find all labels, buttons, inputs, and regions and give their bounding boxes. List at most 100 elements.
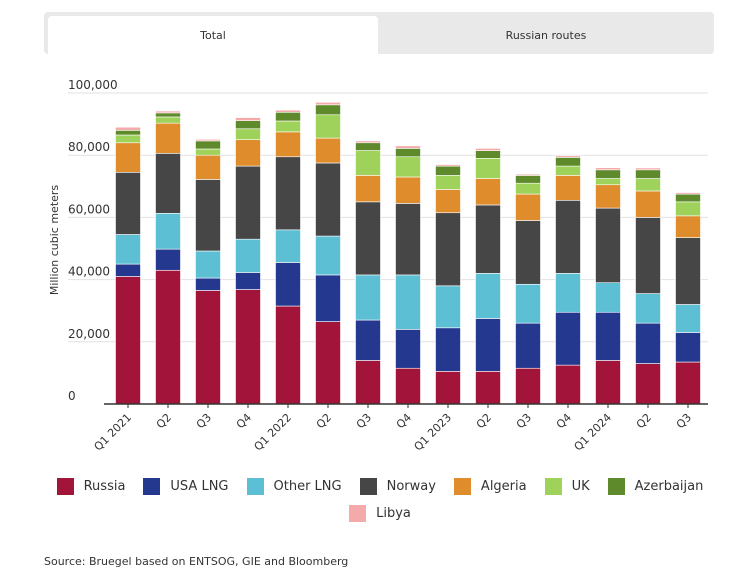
bar-segment-usa-lng: [355, 319, 381, 361]
bar-segment-norway: [595, 207, 621, 284]
bar-segment-libya: [355, 140, 381, 144]
bar-segment-russia: [195, 290, 221, 405]
bar-segment-russia: [355, 360, 381, 405]
bar-stack: [635, 167, 661, 405]
y-axis-label: Million cubic meters: [48, 185, 61, 296]
legend-item-norway[interactable]: Norway: [359, 478, 436, 495]
bar-segment-norway: [395, 203, 421, 276]
bar-segment-uk: [515, 182, 541, 195]
bars: [115, 102, 701, 405]
bar-segment-azerbaijan: [555, 157, 581, 167]
legend-item-azerbaijan[interactable]: Azerbaijan: [607, 478, 704, 495]
bar-segment-russia: [435, 371, 461, 405]
bar-segment-norway: [315, 162, 341, 237]
bar-segment-azerbaijan: [355, 142, 381, 151]
legend-swatch: [349, 505, 367, 522]
bar-segment-uk: [595, 178, 621, 186]
bar-segment-other-lng: [315, 235, 341, 276]
legend-label: UK: [571, 479, 590, 494]
legend-label: Russia: [83, 479, 126, 494]
legend-swatch: [607, 478, 625, 495]
legend-item-russia[interactable]: Russia: [56, 478, 126, 495]
legend-swatch: [56, 478, 74, 495]
bar-segment-russia: [315, 321, 341, 405]
bar-stack: [315, 102, 341, 405]
legend-swatch: [246, 478, 264, 495]
bar-segment-russia: [595, 360, 621, 405]
bar-segment-norway: [635, 217, 661, 294]
bar-segment-usa-lng: [675, 332, 701, 363]
bar-segment-usa-lng: [275, 262, 301, 307]
bar-segment-algeria: [635, 190, 661, 218]
bar-segment-azerbaijan: [435, 165, 461, 176]
legend-item-usa-lng[interactable]: USA LNG: [143, 478, 229, 495]
bar-segment-usa-lng: [515, 322, 541, 369]
bar-segment-other-lng: [235, 238, 261, 273]
y-axis-ticks: 0 20,000 40,000 60,000 80,000 100,000: [68, 78, 118, 403]
bar-segment-libya: [155, 110, 181, 114]
legend-swatch: [453, 478, 471, 495]
bar-segment-norway: [115, 172, 141, 235]
bar-segment-russia: [115, 276, 141, 405]
tab-bar: Total Russian routes: [44, 12, 714, 54]
tab-russian-routes[interactable]: Russian routes: [505, 28, 587, 42]
bar-segment-algeria: [475, 178, 501, 206]
bar-segment-libya: [315, 102, 341, 106]
bar-segment-uk: [475, 158, 501, 179]
bar-segment-usa-lng: [475, 318, 501, 372]
bar-segment-libya: [635, 167, 661, 171]
source-note: Source: Bruegel based on ENTSOG, GIE and…: [44, 555, 349, 568]
bar-segment-usa-lng: [195, 277, 221, 291]
x-tick-label: Q2: [154, 411, 174, 431]
bar-segment-norway: [515, 220, 541, 285]
legend-swatch: [359, 478, 377, 495]
bar-segment-azerbaijan: [155, 112, 181, 118]
y-tick-label: 80,000: [68, 140, 110, 154]
bar-segment-other-lng: [595, 282, 621, 313]
bar-segment-libya: [275, 109, 301, 113]
bar-segment-azerbaijan: [195, 140, 221, 150]
bar-segment-norway: [235, 165, 261, 240]
x-tick-label: Q1 2022: [252, 411, 295, 454]
legend-item-other-lng[interactable]: Other LNG: [246, 478, 342, 495]
bar-segment-uk: [115, 134, 141, 144]
bar-segment-uk: [675, 201, 701, 217]
bar-segment-algeria: [235, 139, 261, 167]
x-tick-label: Q3: [354, 411, 374, 431]
bar-stack: [355, 140, 381, 405]
bar-segment-uk: [395, 156, 421, 178]
bar-stack: [515, 173, 541, 405]
bar-segment-uk: [195, 148, 221, 156]
x-tick-label: Q3: [194, 411, 214, 431]
legend-item-algeria[interactable]: Algeria: [453, 478, 527, 495]
bar-segment-algeria: [355, 175, 381, 203]
stacked-bar-chart: Million cubic meters 0 20,000 40,000 60,000…: [48, 78, 708, 454]
bar-segment-russia: [515, 367, 541, 405]
tab-total[interactable]: Total: [48, 16, 378, 54]
bar-segment-norway: [675, 237, 701, 305]
x-tick-label: Q1 2021: [92, 411, 135, 454]
bar-segment-other-lng: [155, 213, 181, 250]
bar-stack: [555, 155, 581, 405]
x-tick-label: Q4: [554, 411, 574, 431]
bar-segment-russia: [675, 361, 701, 405]
legend-item-libya[interactable]: Libya: [349, 505, 411, 522]
bar-segment-other-lng: [115, 234, 141, 265]
bar-segment-azerbaijan: [115, 130, 141, 136]
bar-segment-libya: [195, 139, 221, 142]
bar-segment-uk: [155, 116, 181, 124]
bar-segment-russia: [275, 305, 301, 405]
bar-segment-libya: [115, 126, 141, 131]
bar-segment-azerbaijan: [315, 104, 341, 116]
bar-segment-russia: [395, 367, 421, 405]
bar-segment-azerbaijan: [235, 120, 261, 130]
y-tick-label: 100,000: [68, 78, 118, 92]
bar-stack: [275, 109, 301, 405]
bar-segment-azerbaijan: [395, 148, 421, 158]
legend-item-uk[interactable]: UK: [544, 478, 590, 495]
bar-segment-uk: [555, 165, 581, 176]
bar-segment-azerbaijan: [595, 169, 621, 179]
legend-label: Azerbaijan: [634, 479, 704, 494]
bar-segment-algeria: [275, 131, 301, 158]
